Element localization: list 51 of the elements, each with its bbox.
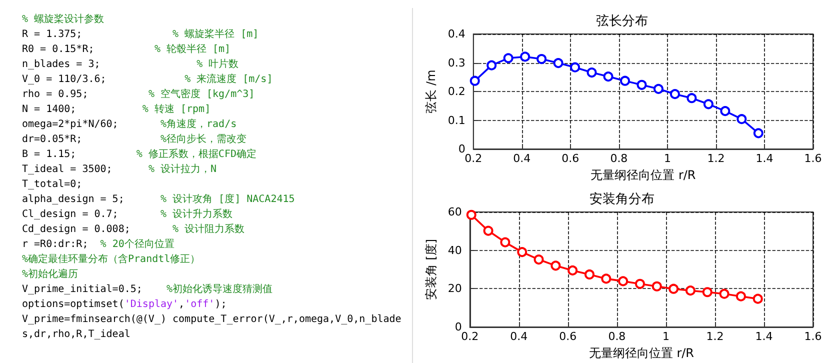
- x-axis-title: 无量纲径向位置 r/R: [588, 346, 694, 360]
- x-tick-label: 1.4: [756, 152, 774, 165]
- text: %确定最佳环量分布（含Prandtl修正）: [22, 254, 200, 265]
- text: %初始化遍历: [22, 269, 78, 280]
- x-tick-label: 1.6: [804, 330, 822, 343]
- text: options=optimset('Display','off');: [22, 299, 227, 310]
- text: R0 = 0.15*R; % 轮毂半径 [m]: [22, 44, 231, 55]
- text: rho = 0.95; % 空气密度 [kg/m^3]: [22, 89, 255, 100]
- x-tick-label: 0.8: [608, 330, 626, 343]
- text: r =R0:dr:R; % 20个径向位置: [22, 239, 174, 250]
- x-axis-title: 无量纲径向位置 r/R: [590, 168, 696, 182]
- x-tick-label: 1.2: [706, 330, 724, 343]
- y-axis-title: 弦长 /m: [424, 70, 438, 114]
- y-tick-label: 20: [448, 282, 462, 296]
- text: V_prime=fminsearch(@(V_) compute_T_error(V_,r,omega,V_0,n_blades,dr,rho,R,T_ideal: [22, 314, 402, 340]
- text: n_blades = 3; % 叶片数: [22, 59, 239, 70]
- x-tick-label: 1: [664, 152, 671, 165]
- text: R = 1.375; % 螺旋桨半径 [m]: [22, 29, 259, 40]
- chart-title: 弦长分布: [596, 14, 648, 29]
- text: % 螺旋桨设计参数: [22, 14, 104, 25]
- y-axis-title: 安装角 [度]: [424, 238, 438, 300]
- x-tick-label: 1.2: [707, 152, 725, 165]
- x-tick-label: 0.6: [562, 152, 580, 165]
- y-tick-label: 0.4: [448, 28, 466, 40]
- text: Cl_design = 0.7; % 设计升力系数: [22, 209, 233, 220]
- chart-title: 安装角分布: [590, 191, 654, 207]
- x-tick-label: 1: [662, 330, 670, 343]
- x-tick-label: 1.4: [755, 330, 773, 343]
- text: omega=2*pi*N/60; %角速度，rad/s: [22, 119, 237, 130]
- y-tick-label: 0.3: [448, 56, 466, 70]
- x-tick-label: 0.4: [510, 330, 528, 343]
- x-tick-label: 1.6: [804, 152, 822, 165]
- text: alpha_design = 5; % 设计攻角 [度] NACA2415: [22, 194, 295, 205]
- text: Cd_design = 0.008; % 设计阻力系数: [22, 224, 245, 235]
- x-tick-label: 0.6: [559, 330, 577, 343]
- y-tick-label: 0.2: [448, 85, 466, 98]
- text: dr=0.05*R; %径向步长，需改变: [22, 134, 247, 145]
- text: T_ideal = 3500; % 设计拉力，N: [22, 164, 216, 175]
- x-tick-label: 0.2: [464, 152, 482, 165]
- x-tick-label: 0.8: [610, 152, 628, 165]
- y-tick-label: 0: [458, 142, 466, 156]
- text: N = 1400; % 转速 [rpm]: [22, 104, 211, 115]
- text: T_total=0;: [22, 179, 82, 190]
- text: V_prime_initial=0.5; %初始化诱导速度猜测值: [22, 284, 273, 295]
- x-tick-label: 0.4: [513, 152, 531, 165]
- y-tick-label: 0: [454, 320, 462, 334]
- y-tick-label: 0.1: [448, 114, 466, 127]
- text: V_0 = 110/3.6; % 来流速度 [m/s]: [22, 74, 273, 85]
- y-tick-label: 40: [448, 244, 462, 257]
- text: B = 1.15; % 修正系数，根据CFD确定: [22, 149, 256, 160]
- y-tick-label: 60: [448, 206, 462, 218]
